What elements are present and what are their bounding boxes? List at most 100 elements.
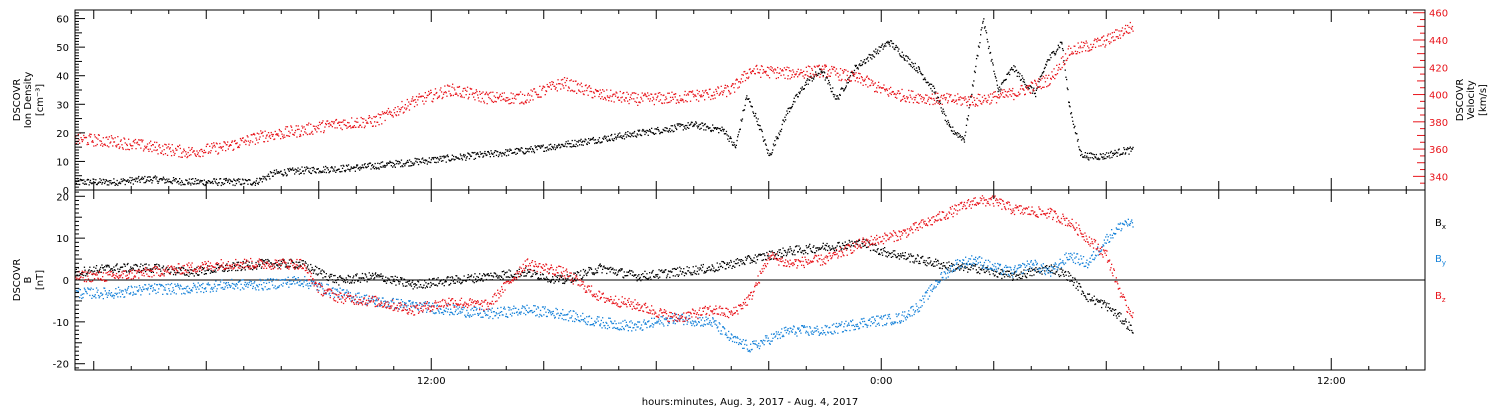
density-point-798 — [609, 139, 611, 142]
density-point-1179 — [863, 61, 865, 63]
bx-point-1106 — [815, 250, 818, 252]
density-point-1285 — [932, 85, 935, 87]
density-point-210 — [215, 178, 218, 180]
velocity-point-1336 — [969, 104, 972, 106]
density-point-209 — [215, 182, 217, 184]
bx-point-13 — [83, 266, 86, 268]
velocity-point-466 — [387, 113, 389, 115]
bx-point-1048 — [777, 251, 779, 253]
bx-point-478 — [395, 284, 397, 286]
density-point-760 — [584, 141, 586, 143]
velocity-point-330 — [296, 136, 298, 138]
bx-point-1270 — [925, 260, 927, 262]
density-point-796 — [608, 139, 610, 141]
density-point-772 — [592, 138, 594, 140]
velocity-point-478 — [395, 114, 397, 116]
density-point-447 — [374, 162, 376, 165]
velocity-point-371 — [323, 130, 325, 132]
velocity-point-727 — [562, 78, 564, 81]
density-point-19 — [87, 179, 90, 181]
bx-point-373 — [325, 276, 327, 278]
velocity-point-290 — [269, 134, 271, 137]
velocity-point-582 — [464, 89, 467, 91]
velocity-point-1201 — [879, 86, 881, 88]
velocity-point-316 — [286, 126, 289, 128]
velocity-point-908 — [683, 101, 685, 103]
bx-point-681 — [531, 275, 533, 277]
velocity-point-1466 — [1056, 73, 1059, 75]
density-point-712 — [552, 146, 554, 148]
velocity-point-301 — [276, 134, 278, 136]
bx-point-291 — [269, 262, 272, 264]
density-point-297 — [273, 169, 276, 172]
density-point-191 — [203, 184, 205, 186]
density-point-445 — [373, 165, 375, 167]
velocity-point-333 — [298, 128, 300, 130]
velocity-point-1445 — [1042, 75, 1044, 78]
velocity-point-199 — [208, 151, 210, 153]
velocity-point-1172 — [860, 82, 862, 84]
density-point-1449 — [1040, 75, 1042, 77]
velocity-point-1547 — [1111, 37, 1113, 39]
by-point-13 — [83, 287, 86, 289]
velocity-point-1524 — [1095, 39, 1097, 41]
density-point-505 — [413, 164, 415, 166]
velocity-point-831 — [631, 92, 633, 94]
bx-point-1442 — [1040, 270, 1042, 273]
bx-point-243 — [237, 261, 240, 263]
bx-point-844 — [640, 280, 642, 282]
velocity-point-1522 — [1094, 38, 1096, 40]
bx-point-1394 — [1008, 270, 1010, 272]
density-point-1369 — [987, 47, 990, 50]
density-point-220 — [222, 183, 224, 186]
bx-point-1090 — [805, 252, 807, 254]
density-point-477 — [394, 166, 396, 168]
density-point-1380 — [995, 77, 997, 79]
density-point-897 — [676, 128, 678, 131]
velocity-point-135 — [165, 144, 167, 146]
velocity-point-1147 — [843, 71, 845, 73]
velocity-point-1016 — [755, 65, 757, 67]
bx-point-1020 — [758, 253, 760, 256]
velocity-point-1070 — [791, 74, 793, 76]
density-point-111 — [149, 176, 151, 178]
bx-point-235 — [232, 262, 234, 264]
velocity-point-1520 — [1092, 43, 1095, 46]
density-point-1098 — [809, 76, 811, 78]
velocity-point-1559 — [1119, 34, 1121, 36]
bx-point-819 — [623, 271, 625, 273]
density-point-1101 — [811, 80, 813, 82]
velocity-point-388 — [335, 119, 337, 121]
velocity-point-1246 — [909, 94, 911, 96]
velocity-point-568 — [455, 92, 457, 94]
velocity-point-763 — [586, 89, 588, 92]
density-point-1374 — [991, 58, 993, 61]
bx-point-958 — [716, 262, 718, 264]
density-point-363 — [318, 172, 320, 174]
bx-point-372 — [324, 276, 326, 278]
velocity-point-832 — [632, 92, 634, 94]
density-point-30 — [95, 179, 97, 181]
bx-point-755 — [580, 278, 582, 280]
velocity-point-1376 — [996, 96, 998, 98]
velocity-point-928 — [696, 89, 698, 91]
density-point-946 — [708, 127, 710, 129]
velocity-point-1142 — [839, 68, 842, 70]
density-point-73 — [124, 179, 126, 181]
bx-point-649 — [509, 270, 512, 272]
velocity-point-1384 — [1002, 92, 1004, 94]
velocity-point-675 — [527, 94, 529, 96]
density-point-771 — [591, 138, 593, 141]
velocity-point-389 — [335, 118, 338, 121]
density-point-1481 — [1061, 43, 1063, 45]
velocity-point-569 — [456, 93, 458, 95]
bx-point-559 — [449, 276, 451, 279]
bx-point-1541 — [1106, 310, 1109, 312]
bx-point-232 — [230, 266, 232, 268]
velocity-point-629 — [496, 92, 498, 94]
density-point-333 — [298, 170, 300, 172]
bx-point-1253 — [914, 260, 916, 262]
bx-point-252 — [243, 267, 246, 269]
bx-point-1515 — [1089, 299, 1091, 301]
density-point-914 — [687, 122, 689, 124]
